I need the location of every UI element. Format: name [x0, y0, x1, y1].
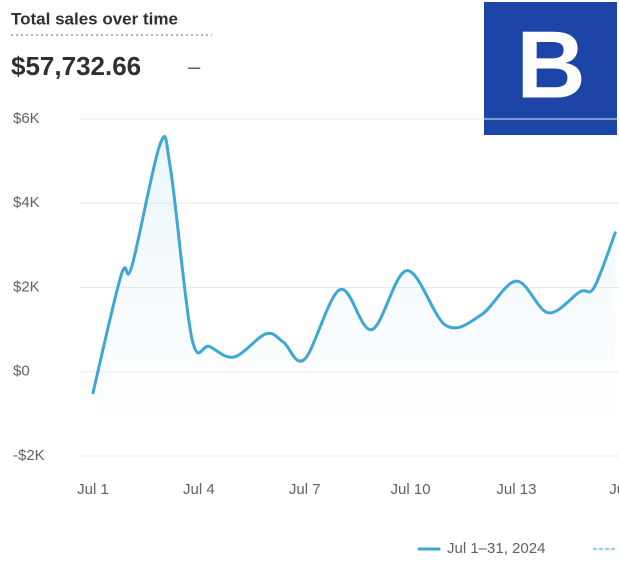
legend-label: Jul 1–31, 2024: [447, 540, 545, 557]
x-tick-label: Jul 4: [183, 481, 215, 498]
change: –: [188, 54, 201, 79]
line: [91, 135, 617, 395]
plot: -$2K $0 $2K $4K $6K Jul 1 Jul 4 Jul 7 Jul 10 Jul …: [13, 110, 619, 498]
title: Total sales over time: [11, 9, 178, 28]
y-tick-label: $0: [13, 363, 30, 380]
x-tick-label: Jul 13: [496, 481, 536, 498]
x-tick-label: Jul 10: [391, 481, 431, 498]
y-tick-label: -$2K: [13, 447, 45, 464]
area: [93, 136, 616, 426]
x-tick-label: Jul 7: [289, 481, 321, 498]
badge-box: [484, 2, 617, 135]
badge: B: [516, 11, 585, 118]
total: $57,732.66: [11, 51, 141, 81]
x-tick-label: Jul 1: [77, 481, 109, 498]
y-tick-label: $2K: [13, 278, 40, 295]
x-tick-label: Ju: [609, 481, 619, 498]
y-tick-label: $6K: [13, 110, 40, 127]
y-tick-label: $4K: [13, 194, 40, 211]
